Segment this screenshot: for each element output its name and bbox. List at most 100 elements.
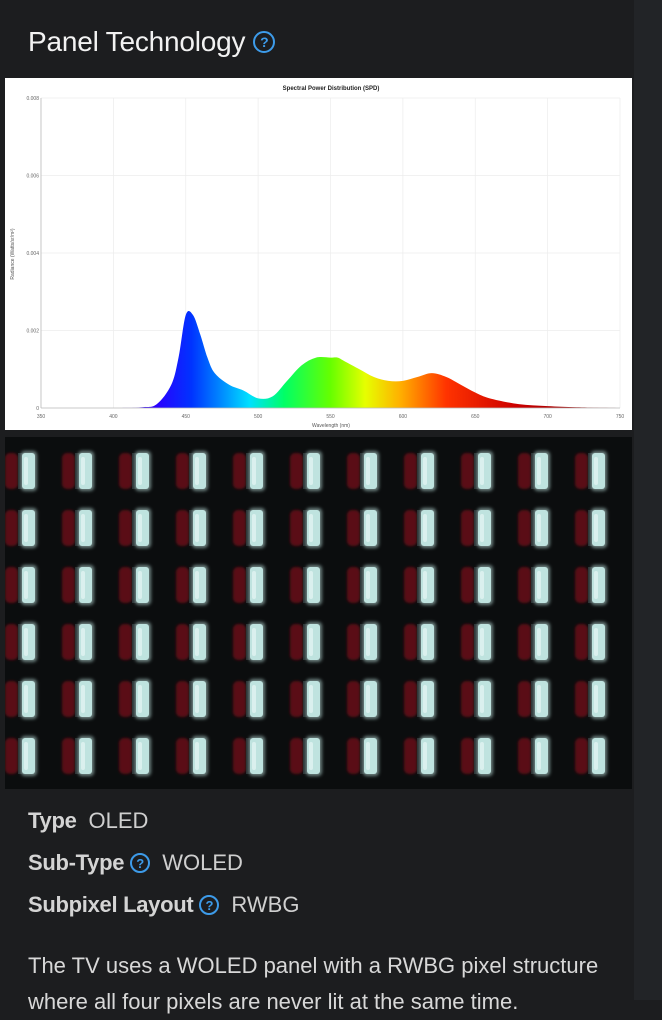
subpixel-gap [531, 567, 536, 603]
white-subpixel-highlight [81, 457, 85, 485]
subpixel-gap [189, 567, 194, 603]
white-subpixel-highlight [81, 742, 85, 770]
red-subpixel [119, 453, 132, 489]
subpixel-gap [132, 510, 137, 546]
spd-x-tick-label: 450 [182, 414, 191, 420]
white-subpixel [535, 624, 548, 660]
white-subpixel [136, 681, 149, 717]
spd-x-tick-label: 750 [616, 414, 625, 420]
spd-x-tick-label: 650 [471, 414, 480, 420]
white-subpixel [478, 510, 491, 546]
spec-list: Type OLED Sub-Type ? WOLED Subpixel Layo… [28, 800, 628, 926]
spec-value-subpixel-layout: RWBG [231, 892, 300, 917]
subpixel-gap [360, 738, 365, 774]
spd-y-tick-label: 0.002 [26, 329, 39, 335]
question-circle-icon[interactable]: ? [130, 853, 151, 873]
spd-x-tick-label: 500 [254, 414, 263, 420]
red-subpixel [575, 510, 588, 546]
white-subpixel-highlight [423, 514, 427, 542]
white-subpixel-highlight [24, 628, 28, 656]
panel-description: The TV uses a WOLED panel with a RWBG pi… [28, 953, 599, 1014]
red-subpixel [119, 510, 132, 546]
red-subpixel [233, 567, 246, 603]
white-subpixel-highlight [195, 514, 199, 542]
white-subpixel [22, 624, 35, 660]
spec-label-type: Type [28, 808, 77, 833]
red-subpixel [62, 738, 75, 774]
page-side-strip [634, 0, 662, 1000]
white-subpixel-highlight [309, 514, 313, 542]
subpixel-gap [360, 681, 365, 717]
white-subpixel [592, 681, 605, 717]
red-subpixel [119, 567, 132, 603]
subpixel-gap [474, 624, 479, 660]
white-subpixel [421, 738, 434, 774]
white-subpixel [79, 510, 92, 546]
white-subpixel-highlight [480, 457, 484, 485]
white-subpixel [136, 738, 149, 774]
subpixel-gap [189, 738, 194, 774]
spec-label-subpixel-layout: Subpixel Layout [28, 892, 194, 917]
red-subpixel [518, 681, 531, 717]
subpixel-gap [588, 453, 593, 489]
subpixel-gap [360, 453, 365, 489]
spd-x-tick-label: 350 [37, 414, 46, 420]
white-subpixel-highlight [423, 628, 427, 656]
subpixel-gap [360, 624, 365, 660]
white-subpixel [79, 624, 92, 660]
subpixel-gap [189, 510, 194, 546]
white-subpixel-highlight [480, 571, 484, 599]
white-subpixel-highlight [366, 742, 370, 770]
white-subpixel [136, 624, 149, 660]
red-subpixel [575, 681, 588, 717]
section-title: Panel Technology [28, 26, 246, 57]
spd-y-axis-label: Radiance (Watts/sr/m²) [10, 228, 16, 280]
white-subpixel-highlight [366, 457, 370, 485]
subpixel-gap [474, 567, 479, 603]
red-subpixel [233, 681, 246, 717]
white-subpixel-highlight [480, 742, 484, 770]
question-circle-icon[interactable]: ? [199, 895, 220, 915]
spd-x-tick-label: 550 [326, 414, 335, 420]
subpixel-gap [303, 453, 308, 489]
subpixel-gap [474, 453, 479, 489]
white-subpixel-highlight [81, 628, 85, 656]
subpixel-gap [246, 681, 251, 717]
white-subpixel [307, 453, 320, 489]
white-subpixel-highlight [138, 685, 142, 713]
red-subpixel [5, 453, 18, 489]
white-subpixel-highlight [309, 742, 313, 770]
subpixel-gap [132, 453, 137, 489]
white-subpixel-highlight [537, 571, 541, 599]
white-subpixel [364, 624, 377, 660]
subpixel-gap [360, 567, 365, 603]
red-subpixel [290, 681, 303, 717]
white-subpixel [136, 510, 149, 546]
white-subpixel-highlight [480, 628, 484, 656]
red-subpixel [461, 624, 474, 660]
red-subpixel [290, 624, 303, 660]
white-subpixel [592, 453, 605, 489]
white-subpixel-highlight [252, 457, 256, 485]
white-subpixel [364, 738, 377, 774]
spd-x-axis-label: Wavelength (nm) [312, 423, 350, 429]
red-subpixel [518, 624, 531, 660]
red-subpixel [5, 624, 18, 660]
red-subpixel [575, 453, 588, 489]
white-subpixel-highlight [366, 685, 370, 713]
red-subpixel [461, 738, 474, 774]
white-subpixel-highlight [24, 685, 28, 713]
red-subpixel [461, 567, 474, 603]
subpixel-gap [417, 567, 422, 603]
question-circle-icon[interactable]: ? [253, 31, 276, 53]
white-subpixel [535, 453, 548, 489]
spd-chart-svg: 350 400 450 500 550 600 650 700 750 0 0.002 0.004 0.… [10, 86, 625, 429]
spd-chart: 350 400 450 500 550 600 650 700 750 0 0.002 0.004 0.… [5, 78, 632, 430]
red-subpixel [518, 510, 531, 546]
white-subpixel-highlight [309, 628, 313, 656]
white-subpixel-highlight [594, 571, 598, 599]
subpixel-gap [303, 681, 308, 717]
subpixel-gap [531, 624, 536, 660]
red-subpixel [5, 738, 18, 774]
red-subpixel [290, 567, 303, 603]
